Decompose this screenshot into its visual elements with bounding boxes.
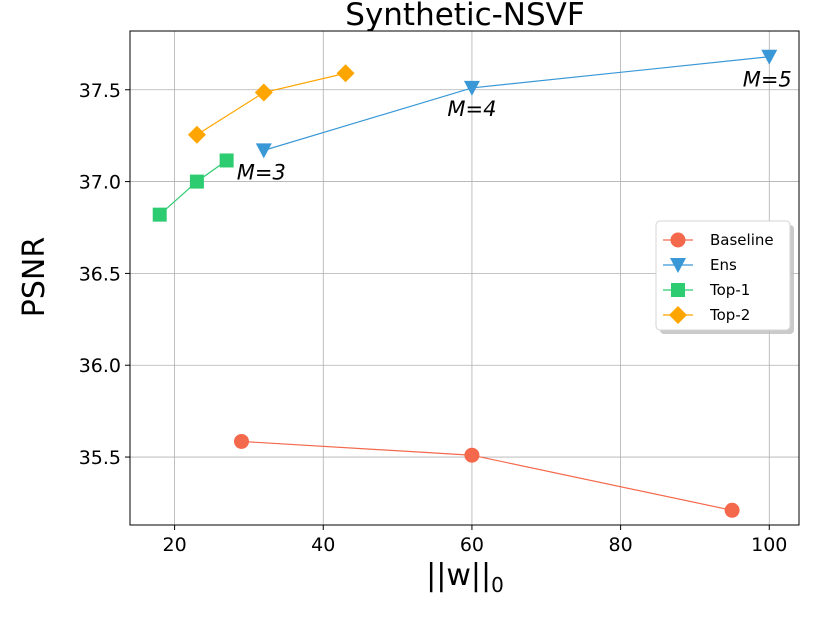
legend-swatch-marker (670, 232, 686, 248)
legend: Baseline Ens Top-1 Top-2 (655, 220, 794, 334)
x-tick-label: 20 (163, 534, 187, 556)
series-ens-point (255, 143, 272, 159)
x-axis-title-subscript: 0 (491, 573, 504, 597)
series-baseline-point (724, 502, 740, 518)
series-baseline-line (241, 440, 733, 511)
chart-title: Synthetic-NSVF (345, 0, 584, 33)
series-top-1-point (189, 174, 204, 189)
series-top-2 (187, 64, 355, 144)
legend-item-ens: Ens (663, 256, 737, 274)
annotation-label: M=4 (447, 97, 496, 121)
y-tick-label: 36.0 (79, 355, 121, 377)
legend-swatch-marker (669, 306, 687, 324)
x-tick-label: 80 (609, 534, 633, 556)
x-tick-label: 60 (460, 534, 484, 556)
legend-box (655, 220, 791, 331)
series-top-1 (152, 153, 234, 222)
y-tick-label: 37.0 (79, 172, 121, 194)
series-top-1-point (152, 207, 167, 222)
legend-item-baseline: Baseline (663, 231, 774, 249)
series-ens (255, 49, 778, 159)
x-axis-title-main: ||w|| (426, 558, 491, 593)
tick-labels: 20 40 60 80 100 35.5 36.0 36.5 37.0 37.5 (79, 80, 788, 556)
series-top-2-point (336, 64, 355, 83)
legend-swatch-marker (670, 258, 686, 273)
y-tick-label: 35.5 (79, 447, 121, 469)
x-axis-title: ||w||0 (426, 558, 504, 597)
y-tick-label: 37.5 (79, 80, 121, 102)
series-group (152, 49, 778, 518)
series-top-2-point (254, 83, 273, 102)
series-baseline (234, 433, 740, 518)
legend-label: Ens (710, 256, 737, 274)
series-baseline-point (234, 433, 249, 449)
series-top-2-point (187, 125, 206, 144)
plot-frame (129, 30, 800, 526)
annotation-label: M=5 (743, 68, 792, 92)
series-ens-point (463, 80, 480, 96)
y-tick-label: 36.5 (79, 263, 121, 285)
x-tick-label: 100 (751, 534, 787, 556)
annotation-label: M=3 (237, 160, 286, 184)
y-axis-title: PSNR (17, 237, 52, 317)
legend-label: Baseline (710, 231, 774, 249)
x-tick-label: 40 (311, 534, 335, 556)
legend-item-top-2: Top-2 (663, 306, 750, 324)
legend-swatch-marker (671, 283, 685, 297)
legend-item-top-1: Top-1 (663, 281, 750, 299)
legend-label: Top-2 (709, 306, 750, 324)
series-ens-point (761, 49, 778, 65)
series-top-1-point (219, 153, 234, 168)
series-baseline-point (464, 447, 480, 463)
legend-label: Top-1 (709, 281, 750, 299)
annotations: M=3 M=4 M=5 (237, 68, 792, 185)
